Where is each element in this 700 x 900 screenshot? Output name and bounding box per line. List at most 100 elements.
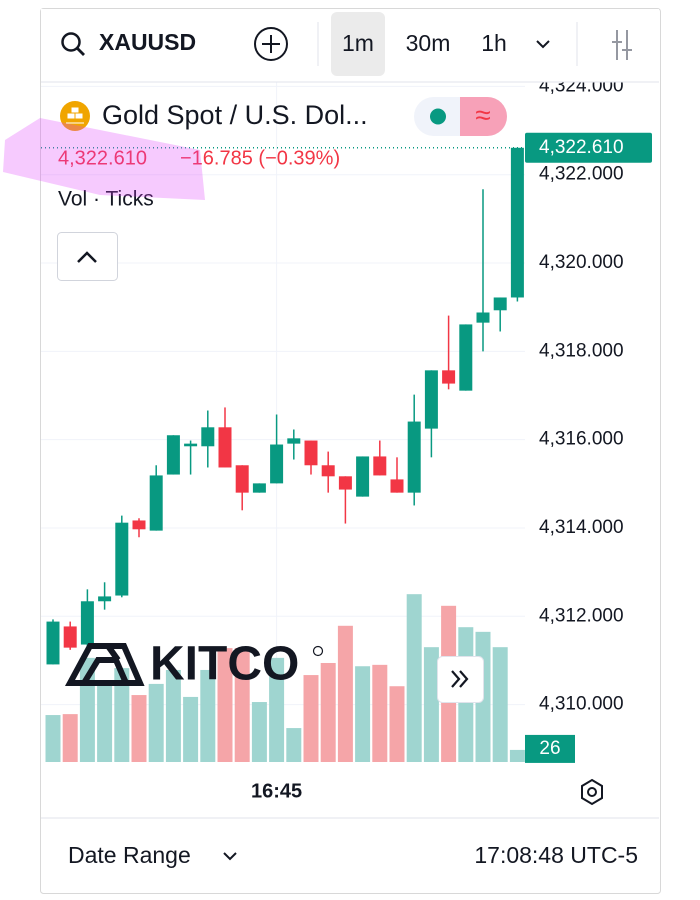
search-icon <box>61 32 81 52</box>
volume-bar <box>286 728 302 762</box>
candle-body <box>270 444 284 484</box>
chart: 4,310.000 4,312.000 4,314.000 4,316.000 4,31… <box>41 75 652 802</box>
volume-bar <box>251 702 267 762</box>
interval[interactable]: 1m <box>342 30 374 56</box>
volume-bar <box>217 648 233 762</box>
volume-bar <box>509 749 525 762</box>
y-tick-label: 4,316.000 <box>539 429 624 450</box>
candle-body <box>80 601 94 645</box>
search-button[interactable]: XAUUSD <box>61 29 197 56</box>
candle-body <box>373 456 387 476</box>
status-pill <box>460 97 507 136</box>
candle-body <box>442 370 456 384</box>
add-button[interactable] <box>254 27 288 61</box>
volume-tag <box>525 734 575 763</box>
volume-bar <box>97 683 113 762</box>
watermark: KITCO <box>150 638 299 691</box>
volume-bar <box>131 695 147 762</box>
candle-body <box>287 438 301 444</box>
interval-menu[interactable] <box>536 40 550 49</box>
interval[interactable]: 1h <box>481 30 507 56</box>
candle-body <box>459 324 473 391</box>
symbol[interactable]: XAUUSD <box>99 29 196 55</box>
candle-body <box>476 312 490 323</box>
collapse-button[interactable] <box>57 232 118 281</box>
kitco-logo <box>64 643 145 686</box>
settings-button[interactable] <box>581 778 603 806</box>
volume-bar <box>62 714 78 762</box>
volume-bar <box>355 666 371 762</box>
delay-badge: ≈ <box>475 99 490 130</box>
candle-body <box>46 621 60 665</box>
candle-body <box>115 522 129 596</box>
y-tick-label: 4,314.000 <box>539 517 624 538</box>
interval[interactable]: 30m <box>406 30 451 56</box>
candle-body <box>304 440 318 466</box>
volume-bar <box>423 647 439 762</box>
price-change: −16.785 (−0.39%) <box>180 147 340 169</box>
clock: 17:08:48 UTC-5 <box>474 842 638 868</box>
candle-body <box>493 297 507 311</box>
volume-bar <box>234 648 250 762</box>
collapse-icon <box>77 251 97 263</box>
scroll-icon <box>451 670 469 688</box>
scroll-right-button[interactable] <box>437 656 484 703</box>
candle-body <box>201 427 215 447</box>
add-icon <box>262 35 280 53</box>
y-tick-label: 4,318.000 <box>539 340 624 361</box>
volume-bar <box>337 625 353 762</box>
interval-selected <box>331 12 385 76</box>
volume-bar <box>372 664 388 762</box>
volume-label: 26 <box>539 738 560 759</box>
candle-body <box>338 476 352 490</box>
y-tick-label: 4,320.000 <box>539 252 624 273</box>
volume-bar <box>303 675 319 762</box>
highlight-stroke <box>3 118 205 200</box>
volume-bar <box>148 683 164 762</box>
candle-body <box>98 596 112 602</box>
candle-body <box>321 465 335 477</box>
candle-body <box>235 465 249 493</box>
candle-body <box>149 475 163 531</box>
y-tick-label: 4,310.000 <box>539 694 624 715</box>
candle-body <box>510 147 524 298</box>
x-tick-label: 16:45 <box>251 780 302 802</box>
y-tick-label: 4,322.000 <box>539 164 624 185</box>
indicator-name: Vol · Ticks <box>58 188 154 211</box>
y-tick-label: 4,312.000 <box>539 605 624 626</box>
volume-bar <box>165 669 181 762</box>
market-dot <box>430 108 446 125</box>
search-icon <box>76 47 85 56</box>
candle-body <box>166 435 180 475</box>
symbol-name: Gold Spot / U.S. Dol... <box>102 100 368 130</box>
candle-body <box>132 520 146 530</box>
add-icon <box>254 27 288 61</box>
volume-bar <box>406 594 422 762</box>
volume-bar <box>45 715 61 762</box>
volume-bar <box>320 662 336 762</box>
candle-body <box>424 370 438 429</box>
date-range-button[interactable]: Date Range <box>68 842 191 868</box>
candle-body <box>218 427 232 468</box>
candle-body <box>184 443 198 447</box>
settings-icon <box>587 787 597 797</box>
symbol-icon <box>66 107 84 124</box>
date-range-icon <box>223 852 237 861</box>
registered-mark <box>312 645 324 657</box>
candle-body <box>390 479 404 493</box>
indicators-button[interactable] <box>612 30 632 60</box>
volume-bar <box>389 686 405 762</box>
candle-body <box>356 456 370 497</box>
volume-bar <box>200 669 216 762</box>
volume-bar <box>114 668 130 762</box>
candle-body <box>252 483 266 493</box>
candle-body <box>63 626 77 648</box>
volume-bar <box>183 696 199 762</box>
candle-body <box>407 421 421 493</box>
last-price: 4,322.610 <box>58 147 147 169</box>
volume-bar <box>492 647 508 762</box>
last-price-label: 4,322.610 <box>539 137 624 158</box>
last-price-tag <box>525 132 652 163</box>
volume-bar <box>269 657 285 762</box>
